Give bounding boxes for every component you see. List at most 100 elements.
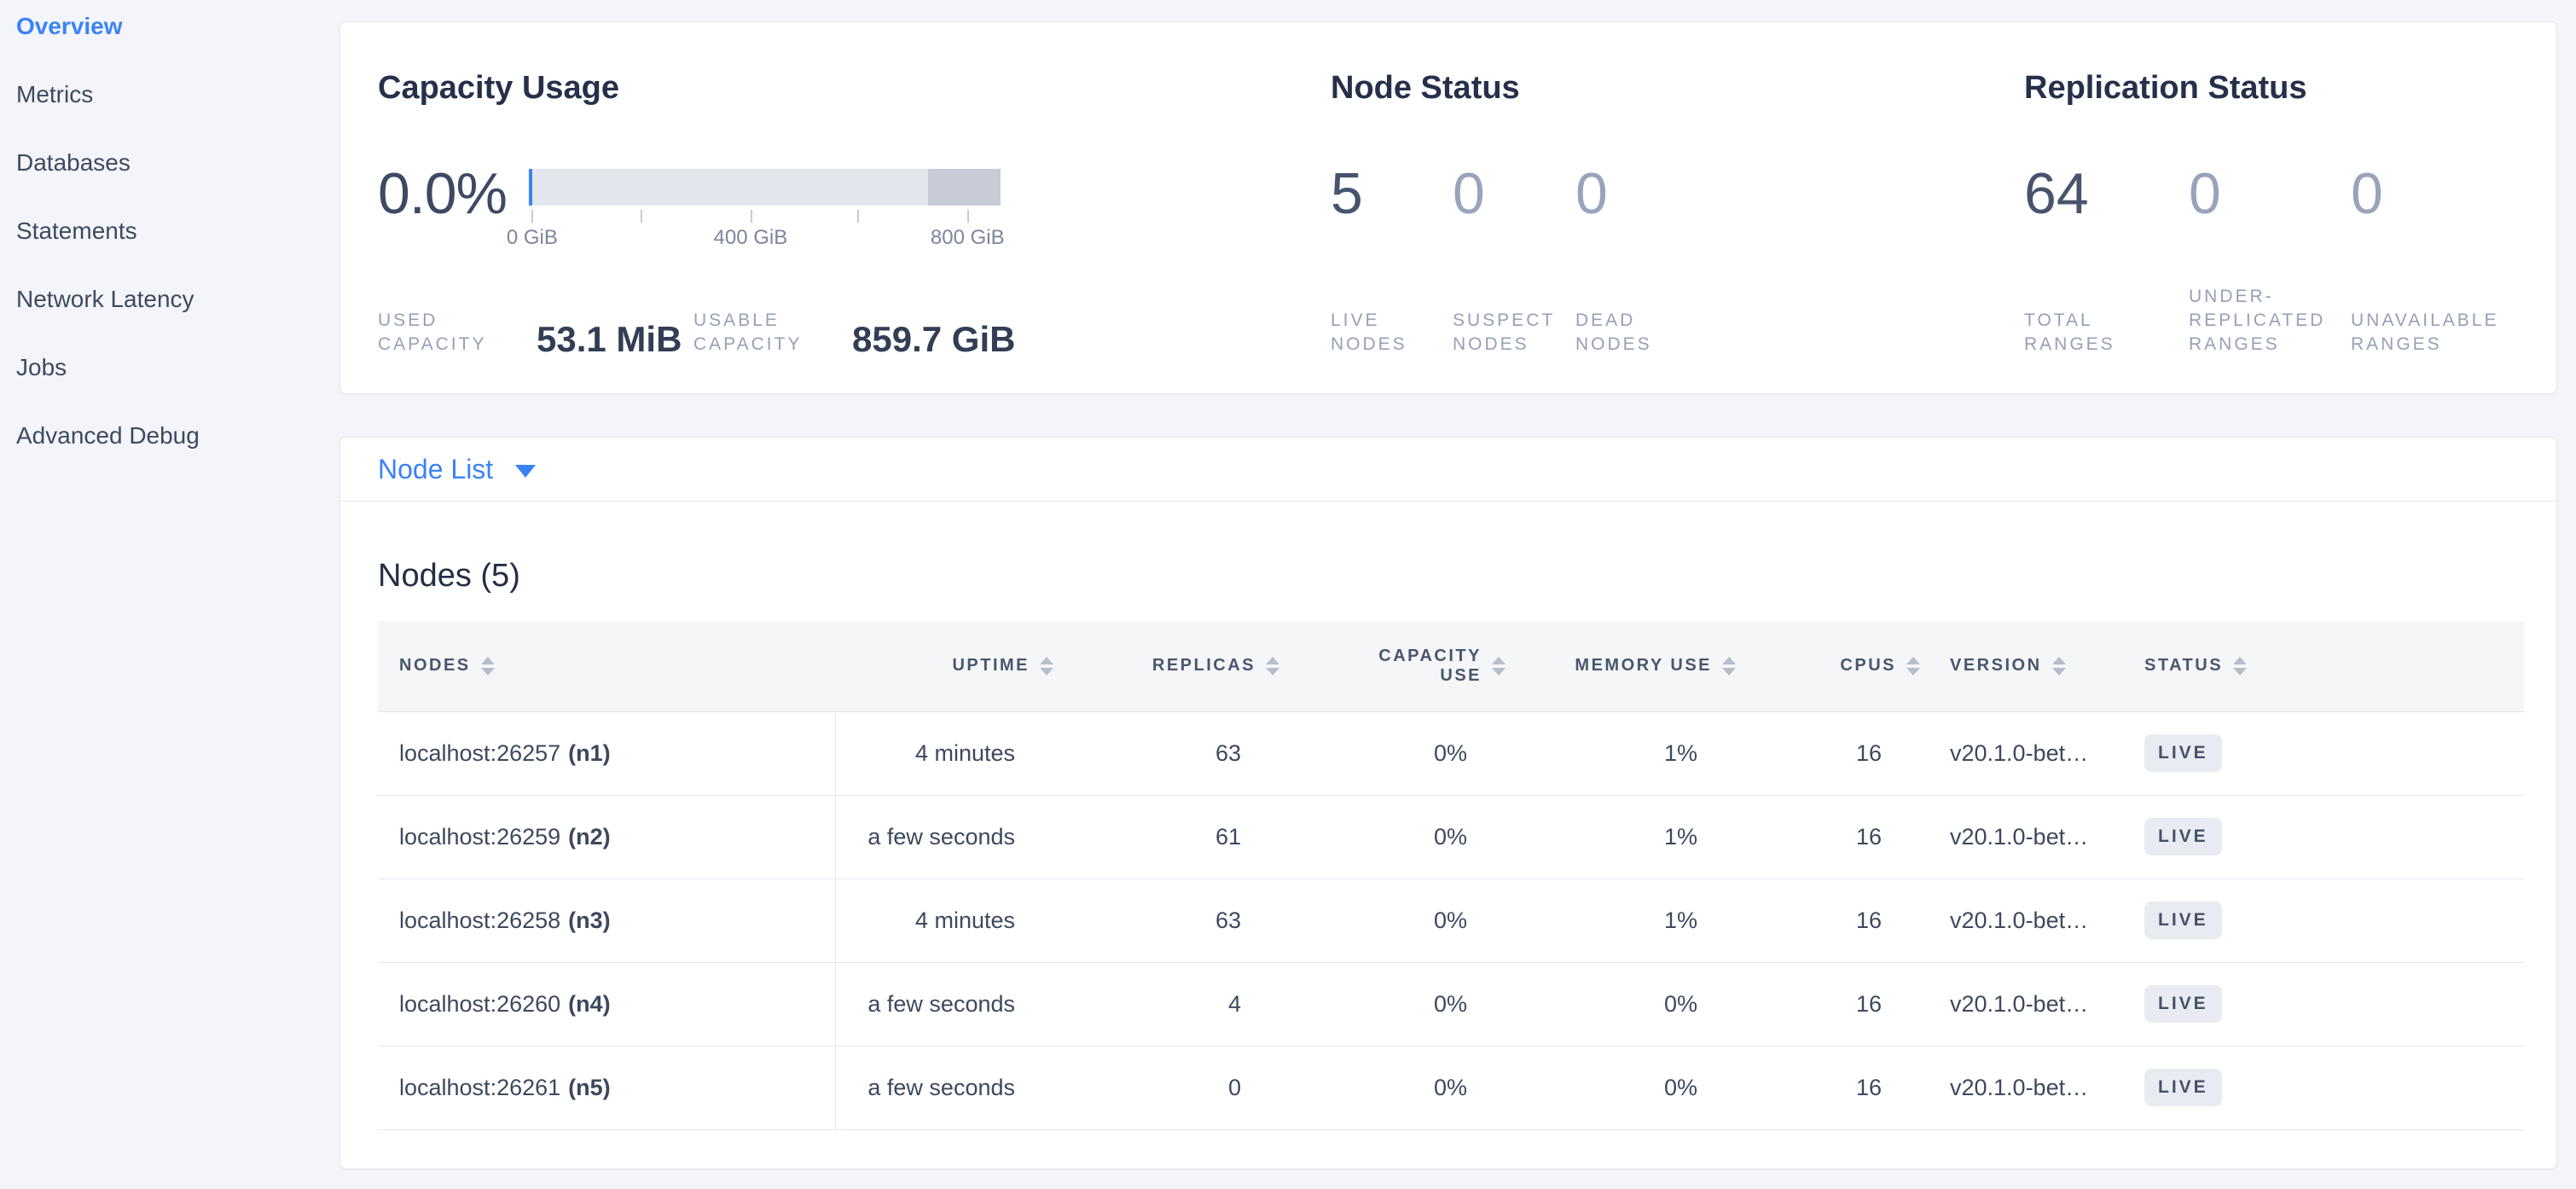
sidebar-item-metrics[interactable]: Metrics [16,81,94,107]
sort-up-arrow-icon [480,656,495,664]
axis-label: 800 GiB [930,226,1005,249]
sidebar-item-advanced-debug[interactable]: Advanced Debug [16,422,200,449]
sort-icon[interactable] [2051,656,2066,676]
column-header-capacity-use[interactable]: CAPACITY USE [1255,621,1506,712]
capacity-usage-body: 0.0% [378,164,1331,357]
total-ranges-label: TOTAL RANGES [2024,310,2115,354]
version-cell: v20.1.0-bet… [1895,795,2099,879]
table-row[interactable]: localhost:26260 (n4) a few seconds 4 0% 0… [378,962,2524,1047]
suspect-nodes-stat: 0 SUSPECT NODES [1453,164,1575,357]
cpus-cell: 16 [1711,962,1895,1047]
live-nodes-stat: 5 LIVE NODES [1331,164,1453,357]
unavailable-ranges-label: UNAVAILABLE RANGES [2351,310,2499,354]
replicas-cell: 63 [1029,711,1255,796]
node-status-body: 5 LIVE NODES 0 SUSPECT NODES 0 DEAD NODE… [1331,164,2024,357]
sidebar-nav-list: Overview Metrics Databases Statements Ne… [0,0,338,470]
node-list-card: Node List Nodes (5) NODES UPTIME [339,437,2557,1169]
node-address-cell: localhost:26259 (n2) [378,795,836,879]
status-badge: LIVE [2144,902,2222,939]
under-replicated-ranges-value: 0 [2189,161,2221,226]
under-replicated-ranges-stat: 0 UNDER-REPLICATED RANGES [2189,164,2351,357]
version-cell: v20.1.0-bet… [1895,962,2099,1047]
sort-icon[interactable] [1722,656,1736,676]
capacity-axis-ticks [529,206,1001,224]
column-header-label: CPUS [1840,656,1896,676]
cluster-summary-card: Capacity Usage 0.0% [339,21,2557,394]
node-address-cell: localhost:26261 (n5) [378,1046,836,1130]
sidebar-item-jobs[interactable]: Jobs [16,354,67,380]
dead-nodes-label: DEAD NODES [1575,310,1652,354]
live-nodes-label: LIVE NODES [1331,310,1407,354]
uptime-cell: 4 minutes [835,879,1029,963]
status-cell: LIVE [2099,1046,2524,1130]
sidebar: Overview Metrics Databases Statements Ne… [0,0,338,1189]
sort-icon[interactable] [1492,656,1506,676]
version-cell: v20.1.0-bet… [1895,1046,2099,1130]
column-header-label: CAPACITY USE [1378,646,1482,685]
cpus-cell: 16 [1711,711,1895,796]
column-header-nodes[interactable]: NODES [378,621,835,712]
memory-use-cell: 0% [1481,962,1711,1047]
table-row[interactable]: localhost:26258 (n3) 4 minutes 63 0% 1% 1… [378,879,2524,963]
node-address-cell: localhost:26260 (n4) [378,962,836,1047]
column-header-label: NODES [399,656,471,676]
sort-up-arrow-icon [2051,656,2066,664]
used-capacity-marker [529,169,532,206]
replicas-cell: 4 [1029,962,1255,1047]
node-list-dropdown-label: Node List [378,453,494,484]
axis-label: 400 GiB [713,226,788,249]
total-ranges-stat: 64 TOTAL RANGES [2024,164,2189,357]
axis-tick [531,210,533,223]
node-address: localhost:26261 [399,1074,561,1100]
sidebar-item-statements[interactable]: Statements [16,218,137,244]
node-status-section: Node Status 5 LIVE NODES 0 SUSPECT NODES… [1331,22,2024,393]
suspect-nodes-value: 0 [1453,161,1485,226]
capacity-usage-chart-row: 0.0% [378,164,1331,250]
table-header-row: NODES UPTIME REPLICAS CAPACITY USE MEMOR [378,621,2524,712]
used-capacity-value: 53.1 MiB [537,319,682,359]
sort-up-arrow-icon [1906,656,1920,664]
column-header-cpus[interactable]: CPUS [1711,621,1920,712]
status-cell: LIVE [2099,879,2524,963]
used-capacity-label: USED CAPACITY [378,310,487,354]
column-header-replicas[interactable]: REPLICAS [1029,621,1279,712]
sort-icon[interactable] [2233,656,2248,676]
column-header-uptime[interactable]: UPTIME [835,621,1053,712]
sort-up-arrow-icon [2233,656,2248,664]
capacity-reserved-segment [927,169,1001,206]
column-header-status[interactable]: STATUS [2099,621,2524,712]
capacity-bar-track [529,169,1001,206]
capacity-usage-bar: 0 GiB 400 GiB 800 GiB [507,169,1005,250]
node-list-header: Node List [340,438,2556,502]
suspect-nodes-label: SUSPECT NODES [1453,310,1555,354]
status-badge: LIVE [2144,734,2222,772]
live-nodes-value: 5 [1331,161,1363,226]
sort-icon[interactable] [1266,656,1279,676]
column-header-version[interactable]: VERSION [1895,621,2099,712]
table-row[interactable]: localhost:26257 (n1) 4 minutes 63 0% 1% 1… [378,711,2524,796]
capacity-use-cell: 0% [1255,962,1481,1047]
column-header-label: VERSION [1950,656,2042,676]
column-header-memory-use[interactable]: MEMORY USE [1481,621,1736,712]
node-status-title: Node Status [1331,70,1520,106]
sort-down-arrow-icon [1040,667,1053,676]
sidebar-item-databases[interactable]: Databases [16,149,131,176]
sort-icon[interactable] [1906,656,1920,676]
table-row[interactable]: localhost:26261 (n5) a few seconds 0 0% 0… [378,1046,2524,1130]
version-cell: v20.1.0-bet… [1895,879,2099,963]
replication-status-stats: 64 TOTAL RANGES 0 UNDER-REPLICATED RANGE… [2024,164,2519,357]
sort-icon[interactable] [1040,656,1053,676]
capacity-use-cell: 0% [1255,795,1481,879]
node-id: (n1) [568,740,611,766]
usable-capacity-value: 859.7 GiB [852,319,1016,359]
uptime-cell: 4 minutes [835,711,1029,796]
sidebar-item-overview[interactable]: Overview [16,13,123,39]
table-row[interactable]: localhost:26259 (n2) a few seconds 61 0% … [378,795,2524,879]
sort-icon[interactable] [480,656,495,676]
sort-down-arrow-icon [1906,667,1920,676]
sidebar-item-network-latency[interactable]: Network Latency [16,286,194,312]
node-list-dropdown[interactable]: Node List [378,453,537,485]
column-header-label: REPLICAS [1152,656,1256,676]
cpus-cell: 16 [1711,879,1895,963]
